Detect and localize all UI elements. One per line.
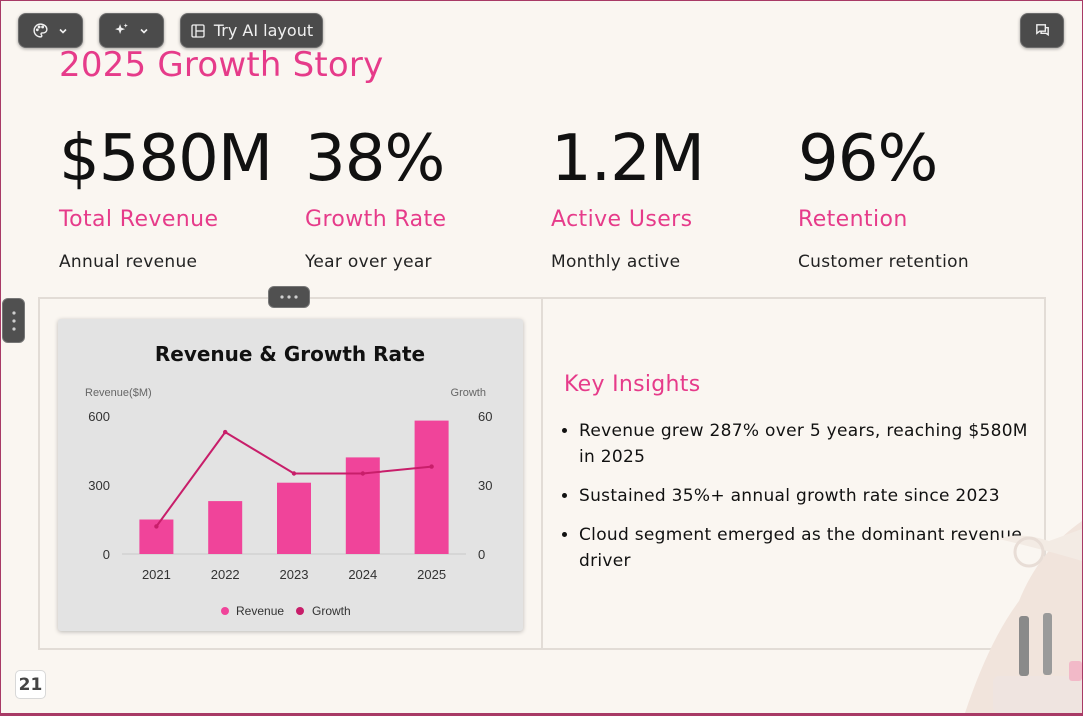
chevron-down-icon [57, 25, 69, 37]
legend-label-growth: Growth [312, 604, 351, 618]
more-dots-icon [280, 295, 298, 299]
stat-description: Customer retention [798, 252, 969, 272]
y2-axis-label: Growth [451, 387, 486, 399]
y-tick-label: 0 [103, 547, 110, 562]
stat-description: Annual revenue [59, 252, 198, 272]
insights-title[interactable]: Key Insights [564, 372, 701, 397]
stat-total-revenue[interactable]: $580M Total Revenue Annual revenue [59, 119, 299, 272]
stat-value: $580M [59, 122, 273, 196]
chart-title: Revenue & Growth Rate [155, 342, 425, 366]
legend-label-revenue: Revenue [236, 604, 284, 618]
y2-tick-label: 30 [478, 478, 492, 493]
x-tick-label: 2024 [348, 567, 377, 582]
vertical-dots-icon [11, 310, 16, 331]
revenue-growth-chart: Revenue & Growth Rate Revenue($M) Growth 0 3… [85, 342, 492, 618]
growth-point [360, 471, 365, 476]
stat-label: Total Revenue [59, 207, 219, 232]
column-divider [541, 297, 543, 650]
x-tick-label: 2025 [417, 567, 446, 582]
revenue-bar [277, 482, 311, 554]
insight-item: Revenue grew 287% over 5 years, reaching… [579, 418, 1041, 470]
x-tick-label: 2023 [280, 567, 309, 582]
stat-value: 38% [305, 122, 445, 196]
y2-tick-label: 60 [478, 409, 492, 424]
palette-icon [32, 22, 49, 39]
insight-item: Sustained 35%+ annual growth rate since … [579, 483, 1041, 509]
stat-growth-rate[interactable]: 38% Growth Rate Year over year [305, 119, 545, 272]
insight-item: Cloud segment emerged as the dominant re… [579, 522, 1041, 574]
comment-icon [1034, 22, 1051, 39]
stat-label: Retention [798, 207, 908, 232]
theme-menu-button[interactable] [18, 13, 83, 48]
try-ai-layout-label: Try AI layout [213, 21, 314, 40]
slide-title[interactable]: 2025 Growth Story [59, 45, 384, 85]
decorative-illustration [965, 521, 1082, 713]
drag-handle[interactable] [268, 286, 310, 308]
comments-button[interactable] [1020, 13, 1064, 48]
stat-description: Year over year [305, 252, 432, 272]
stat-value: 96% [798, 122, 938, 196]
layout-icon [190, 23, 206, 39]
stat-active-users[interactable]: 1.2M Active Users Monthly active [551, 119, 791, 272]
growth-point [154, 524, 159, 529]
revenue-bar [414, 420, 449, 554]
legend-marker-revenue [221, 607, 229, 615]
x-tick-label: 2022 [211, 567, 240, 582]
sparkles-icon [113, 22, 130, 39]
growth-point [291, 471, 297, 476]
growth-point [223, 429, 228, 435]
ai-menu-button[interactable] [99, 13, 164, 48]
y2-tick-label: 0 [478, 547, 485, 562]
legend-marker-growth [296, 607, 304, 615]
page-number: 21 [15, 670, 46, 699]
stat-description: Monthly active [551, 252, 681, 272]
x-tick-label: 2021 [142, 567, 171, 582]
chart-card[interactable]: Revenue & Growth Rate Revenue($M) Growth 0 3… [58, 319, 523, 631]
stat-retention[interactable]: 96% Retention Customer retention [798, 119, 1038, 272]
stat-value: 1.2M [551, 122, 705, 196]
growth-point [429, 464, 434, 469]
try-ai-layout-button[interactable]: Try AI layout [180, 13, 323, 48]
stat-label: Active Users [551, 207, 693, 232]
y-tick-label: 600 [88, 409, 110, 424]
y-axis-label: Revenue($M) [85, 387, 152, 399]
block-side-handle[interactable] [2, 298, 25, 343]
insights-list[interactable]: Revenue grew 287% over 5 years, reaching… [557, 418, 1041, 587]
revenue-bar [208, 501, 243, 554]
chevron-down-icon [138, 25, 150, 37]
y-tick-label: 300 [88, 478, 110, 493]
stat-label: Growth Rate [305, 207, 447, 232]
